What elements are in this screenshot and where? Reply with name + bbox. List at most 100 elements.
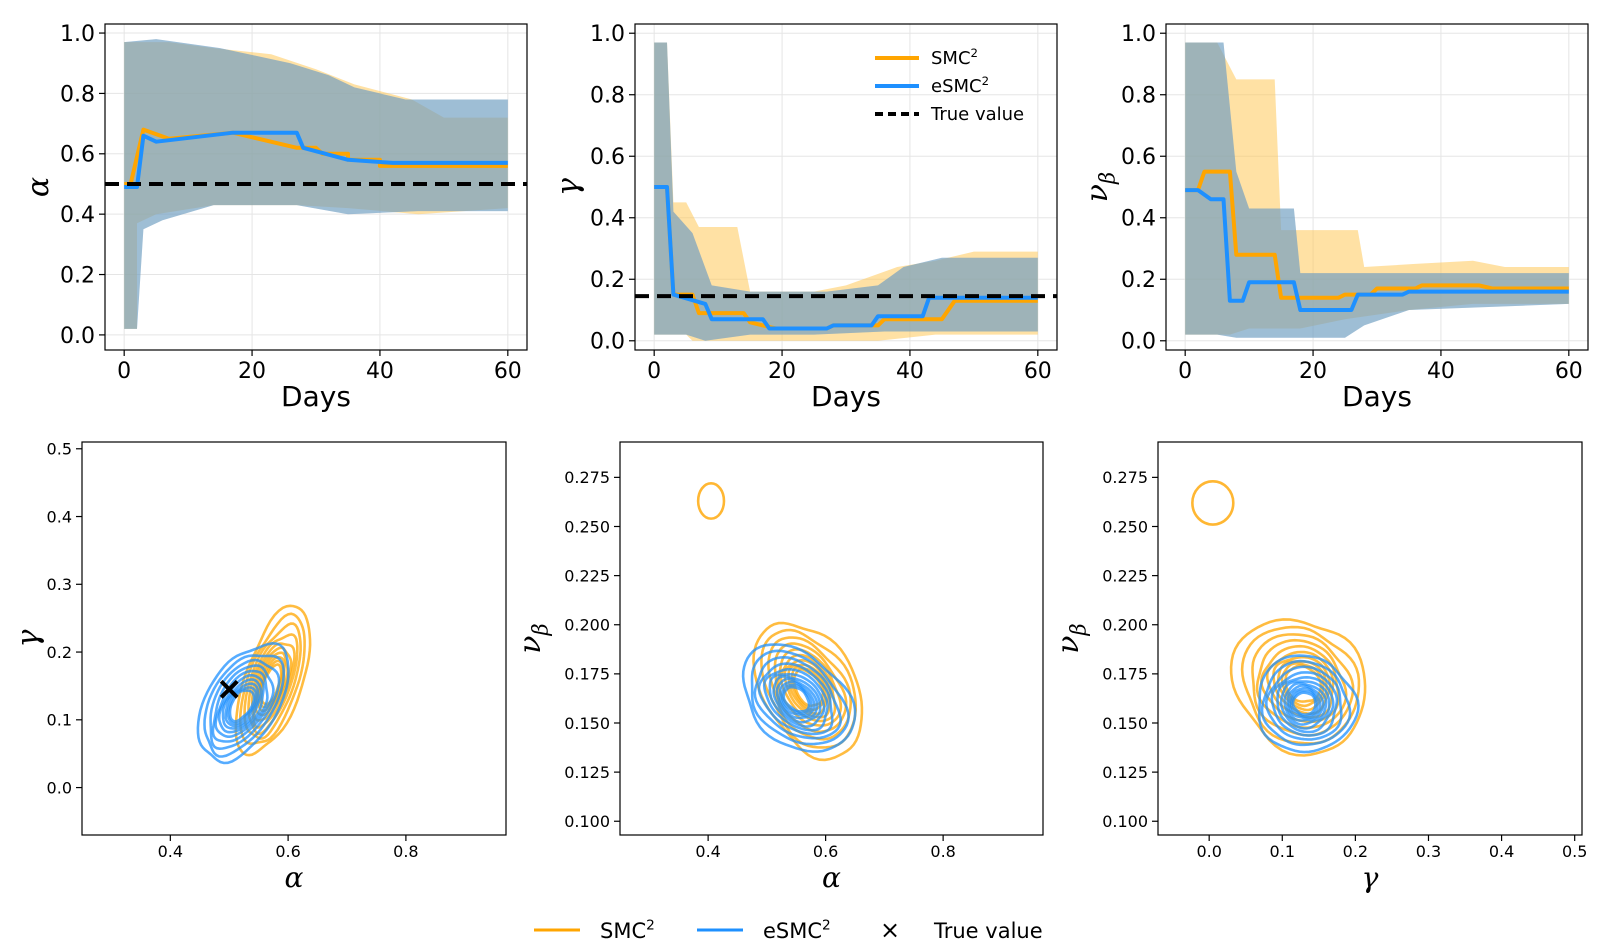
x-tick-label: 60 — [1024, 359, 1052, 384]
x-tick-label: 0 — [647, 359, 661, 384]
contour-esmc — [1264, 665, 1343, 741]
contour-esmc — [753, 655, 842, 740]
contour-esmc — [209, 658, 281, 751]
band-overlap — [654, 42, 1038, 341]
x-tick-label: 40 — [896, 359, 924, 384]
panel-alpha-nu-contour: 0.4 0.6 0.8 0.100 0.125 0.150 0.175 0.200 0.225 0… — [513, 441, 1044, 894]
y-tick-label: 0.225 — [1102, 566, 1148, 585]
y-tick-label: 0.200 — [564, 616, 610, 635]
x-tick-label: 0.5 — [1562, 842, 1587, 861]
contour-smc — [752, 621, 864, 762]
contour-smc-outlier — [1191, 480, 1235, 526]
y-tick-label: 0.8 — [60, 82, 95, 107]
y-tick-label: 0.2 — [590, 268, 625, 293]
panel-gamma-trace: 0 20 40 60 0.0 0.2 0.4 0.6 0.8 1.0 Days γ SMC2 eSMC2 T… — [551, 22, 1058, 413]
axes-frame — [619, 441, 1044, 836]
contour-smc — [767, 636, 853, 741]
legend-label-esmc: eSMC2 — [931, 74, 989, 97]
y-tick-label: 0.175 — [564, 665, 610, 684]
mean-line-esmc — [1185, 188, 1569, 312]
y-axis-label: νβ — [1051, 623, 1091, 653]
y-tick-label: 0.100 — [564, 812, 610, 831]
contour-esmc — [1279, 680, 1331, 730]
y-tick-label: 0.3 — [47, 575, 72, 594]
contour-esmc — [1288, 686, 1322, 720]
x-tick-label: 0 — [117, 359, 131, 384]
contour-esmc — [1286, 684, 1325, 722]
x-tick-label: 0.3 — [1416, 842, 1441, 861]
y-tick-label: 0.200 — [1102, 616, 1148, 635]
contour-esmc — [221, 678, 263, 730]
x-tick-label: 0.8 — [393, 842, 418, 861]
mean-line-smc — [1185, 169, 1569, 300]
x-tick-label: 0.6 — [813, 842, 838, 861]
x-axis-label: Days — [811, 380, 881, 413]
contour-esmc — [228, 689, 256, 723]
y-tick-label: 0.6 — [590, 145, 625, 170]
contour-layer — [196, 604, 312, 765]
y-tick-label: 0.275 — [1102, 468, 1148, 487]
contour-esmc — [211, 664, 275, 743]
credible-band-esmc — [654, 42, 1038, 341]
contour-esmc — [1283, 682, 1328, 726]
y-tick-label: 0.4 — [47, 507, 72, 526]
y-axis-label: α — [21, 177, 56, 197]
axes-frame — [81, 441, 507, 836]
x-tick-label: 0.0 — [1196, 842, 1221, 861]
contour-smc-outlier — [696, 481, 726, 520]
x-tick-label: 0.4 — [695, 842, 720, 861]
contour-esmc — [741, 643, 857, 753]
x-tick-label: 0 — [1178, 359, 1192, 384]
y-tick-label: 0.150 — [1102, 714, 1148, 733]
axes-frame — [1157, 441, 1583, 836]
contour-esmc — [203, 654, 286, 758]
y-tick-label: 0.4 — [1121, 207, 1156, 232]
legend-marker-true-value: × — [880, 916, 900, 944]
x-tick-label: 0.2 — [1343, 842, 1368, 861]
x-tick-label: 0.1 — [1270, 842, 1295, 861]
x-tick-label: 0.4 — [1489, 842, 1514, 861]
y-tick-label: 0.5 — [47, 440, 72, 459]
contour-esmc — [1260, 659, 1352, 747]
y-tick-label: 0.250 — [1102, 517, 1148, 536]
x-tick-label: 60 — [1555, 359, 1583, 384]
mean-line-esmc — [654, 185, 1038, 331]
x-tick-label: 20 — [1299, 359, 1327, 384]
legend-label-truth: True value — [930, 104, 1024, 125]
contour-smc — [1229, 618, 1367, 757]
band-overlap — [1185, 42, 1569, 338]
x-tick-label: 0.8 — [930, 842, 955, 861]
contour-esmc — [1270, 671, 1339, 737]
y-tick-label: 0.1 — [47, 711, 72, 730]
axes-frame — [1165, 23, 1589, 351]
x-axis-label: Days — [1342, 380, 1412, 413]
contour-esmc — [762, 668, 829, 732]
panel-alpha-trace: 0 20 40 60 0.0 0.2 0.4 0.6 0.8 1.0 Days α — [21, 22, 528, 413]
contour-esmc — [1291, 691, 1317, 716]
contour-esmc — [750, 649, 850, 746]
contour-esmc — [196, 641, 290, 765]
credible-band-esmc — [1185, 42, 1569, 338]
y-tick-label: 0.2 — [1121, 268, 1156, 293]
y-tick-label: 0.2 — [47, 643, 72, 662]
contour-esmc — [768, 673, 826, 728]
contour-esmc — [1289, 689, 1319, 718]
axes-background — [1158, 442, 1582, 835]
mean-line-esmc — [124, 130, 508, 189]
y-tick-label: 0.4 — [590, 207, 625, 232]
contour-esmc — [772, 675, 822, 724]
contour-layer — [696, 481, 864, 762]
x-tick-label: 40 — [366, 359, 394, 384]
y-tick-label: 0.8 — [1121, 84, 1156, 109]
x-tick-label: 0.4 — [158, 842, 183, 861]
y-tick-label: 0.8 — [590, 84, 625, 109]
contour-esmc — [757, 662, 834, 736]
bottom-legend: SMC2 eSMC2 × True value — [534, 916, 1043, 944]
y-tick-label: 0.4 — [60, 203, 95, 228]
legend-label-smc: SMC2 — [931, 46, 978, 69]
x-tick-label: 60 — [494, 359, 522, 384]
y-tick-label: 0.0 — [60, 324, 95, 349]
y-tick-label: 0.175 — [1102, 665, 1148, 684]
y-tick-label: 0.0 — [590, 330, 625, 355]
